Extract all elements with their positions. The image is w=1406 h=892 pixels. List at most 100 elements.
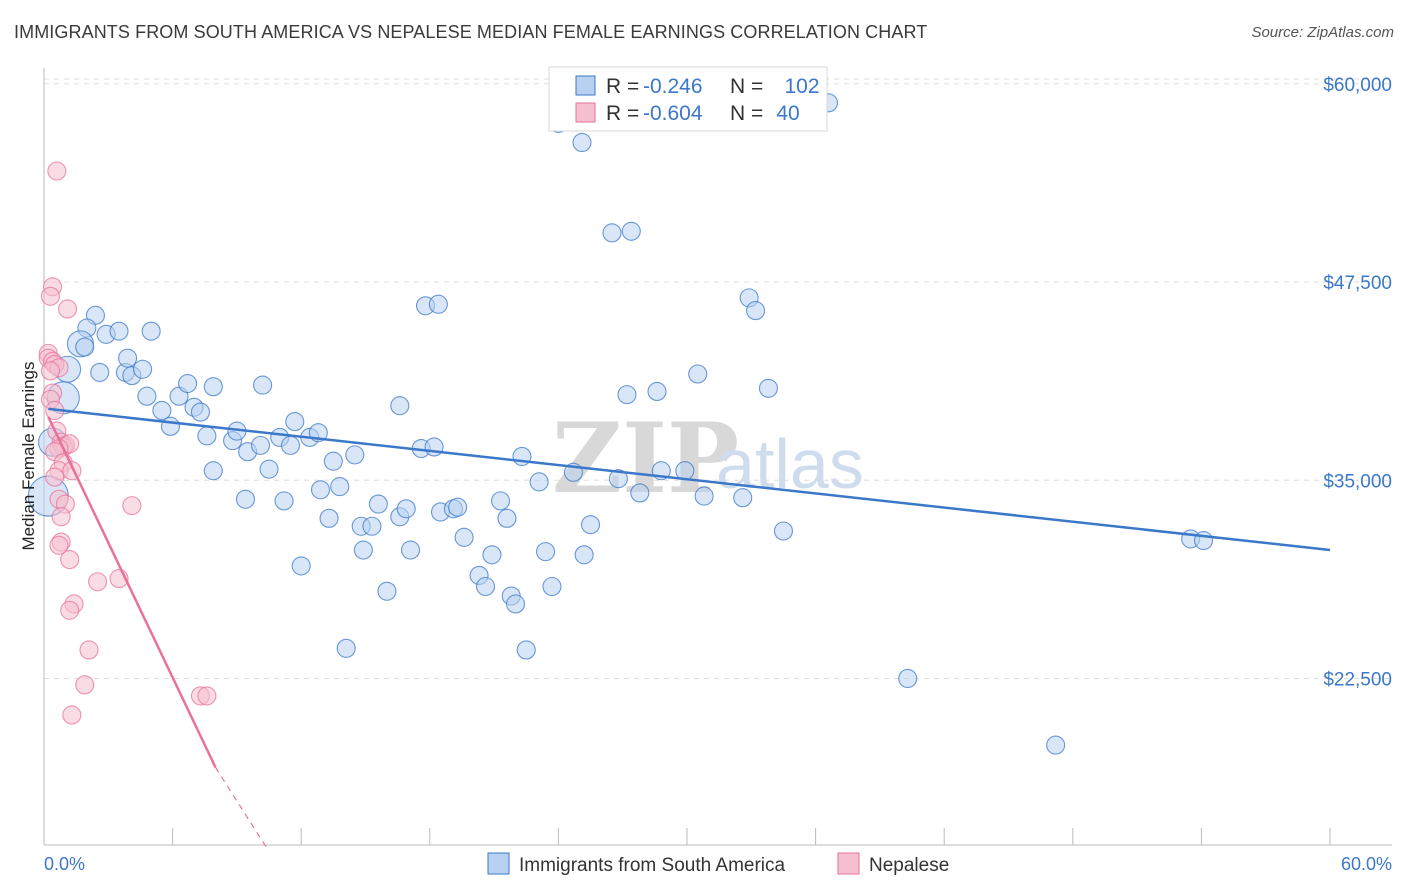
bottom-legend-swatch-blue bbox=[487, 852, 510, 875]
legend-n-value-blue: 102 bbox=[784, 75, 819, 98]
point-nepalese bbox=[58, 299, 78, 319]
point-south-america bbox=[75, 337, 95, 357]
point-south-america bbox=[490, 491, 511, 511]
point-south-america bbox=[253, 375, 273, 395]
legend-n-value-pink: 40 bbox=[776, 102, 799, 125]
point-south-america bbox=[362, 516, 382, 536]
point-south-america bbox=[141, 321, 161, 341]
point-south-america bbox=[133, 359, 153, 379]
point-south-america bbox=[118, 348, 138, 368]
point-south-america bbox=[353, 540, 373, 560]
y-axis-label: Median Female Earnings bbox=[19, 362, 38, 551]
point-south-america bbox=[160, 416, 181, 436]
point-south-america bbox=[203, 377, 223, 397]
y-tick-labels: $22,500 $35,000 $47,500 $60,000 bbox=[1323, 75, 1392, 691]
point-south-america bbox=[310, 480, 331, 500]
point-south-america bbox=[572, 132, 592, 153]
point-south-america bbox=[647, 381, 667, 401]
grid-lines bbox=[44, 78, 1392, 679]
point-south-america bbox=[630, 483, 650, 503]
bottom-legend-label-pink: Nepalese bbox=[869, 855, 949, 876]
point-nepalese bbox=[60, 549, 80, 570]
point-south-america bbox=[505, 594, 526, 614]
point-south-america bbox=[529, 472, 549, 492]
point-south-america bbox=[497, 508, 517, 528]
trend-lines bbox=[47, 407, 1331, 849]
point-south-america bbox=[621, 221, 641, 241]
point-south-america bbox=[608, 469, 628, 489]
point-south-america bbox=[90, 362, 110, 382]
point-south-america bbox=[152, 400, 172, 421]
point-south-america bbox=[580, 515, 601, 535]
chart-title: IMMIGRANTS FROM SOUTH AMERICA VS NEPALES… bbox=[14, 22, 928, 42]
point-south-america bbox=[178, 373, 198, 394]
point-south-america bbox=[574, 545, 594, 565]
point-nepalese bbox=[75, 675, 95, 695]
point-south-america bbox=[428, 294, 448, 314]
point-south-america bbox=[235, 489, 256, 509]
bottom-legend-label-blue: Immigrants from South America bbox=[519, 855, 786, 876]
point-nepalese bbox=[62, 705, 82, 725]
point-south-america bbox=[291, 556, 311, 576]
point-south-america bbox=[197, 426, 217, 446]
legend-n-label-blue: N = bbox=[730, 75, 763, 98]
point-south-america bbox=[109, 321, 129, 341]
point-south-america bbox=[694, 486, 714, 506]
point-south-america bbox=[516, 640, 536, 660]
point-south-america bbox=[285, 412, 305, 432]
point-south-america bbox=[688, 364, 708, 384]
point-south-america bbox=[400, 540, 421, 560]
point-south-america bbox=[1046, 735, 1066, 755]
point-south-america bbox=[617, 385, 637, 405]
point-nepalese bbox=[79, 640, 99, 660]
point-south-america bbox=[137, 386, 157, 406]
point-south-america bbox=[733, 488, 753, 508]
point-south-america bbox=[259, 459, 279, 479]
axes bbox=[43, 68, 1392, 846]
legend-n-label-pink: N = bbox=[730, 102, 763, 125]
point-nepalese bbox=[49, 535, 69, 555]
point-nepalese bbox=[47, 161, 67, 181]
point-south-america bbox=[280, 435, 301, 455]
y-tick-label: $60,000 bbox=[1323, 75, 1392, 96]
series-nepalese bbox=[38, 161, 217, 725]
trend-line-south-america bbox=[48, 407, 1331, 552]
point-south-america bbox=[203, 461, 223, 481]
point-south-america bbox=[773, 521, 794, 541]
point-south-america bbox=[475, 576, 496, 597]
point-south-america bbox=[336, 638, 356, 658]
point-south-america bbox=[898, 668, 918, 689]
point-south-america bbox=[454, 527, 474, 547]
legend: R = -0.246 N = 102 R = -0.604 N = 40 bbox=[548, 66, 828, 132]
point-south-america bbox=[758, 378, 778, 398]
point-south-america bbox=[368, 494, 388, 514]
point-south-america bbox=[250, 435, 271, 455]
point-nepalese bbox=[88, 572, 108, 592]
y-tick-label: $22,500 bbox=[1323, 669, 1392, 690]
trend-line-nepalese bbox=[47, 416, 217, 768]
point-south-america bbox=[448, 497, 468, 517]
bottom-legend-swatch-pink bbox=[837, 852, 860, 875]
point-nepalese bbox=[51, 507, 71, 527]
point-south-america bbox=[542, 576, 562, 597]
point-south-america bbox=[396, 499, 416, 519]
legend-r-value-blue: -0.246 bbox=[643, 75, 703, 98]
legend-r-label-pink: R = bbox=[606, 102, 639, 125]
legend-r-value-pink: -0.604 bbox=[643, 102, 703, 125]
point-south-america bbox=[190, 402, 211, 422]
legend-r-label-blue: R = bbox=[606, 75, 639, 98]
point-south-america bbox=[482, 545, 502, 565]
y-tick-label: $35,000 bbox=[1323, 471, 1392, 492]
trend-line-nepalese-extension bbox=[214, 766, 268, 849]
point-nepalese bbox=[122, 496, 142, 516]
point-south-america bbox=[323, 451, 343, 471]
legend-swatch-pink bbox=[575, 102, 596, 123]
point-south-america bbox=[377, 581, 397, 601]
point-nepalese bbox=[40, 286, 60, 306]
legend-swatch-blue bbox=[575, 75, 596, 96]
point-nepalese bbox=[60, 600, 80, 620]
point-south-america bbox=[390, 396, 410, 416]
source-label: Source: ZipAtlas.com bbox=[1251, 24, 1394, 41]
x-tick-label-min: 0.0% bbox=[44, 854, 85, 874]
